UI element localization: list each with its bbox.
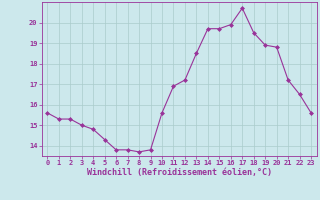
X-axis label: Windchill (Refroidissement éolien,°C): Windchill (Refroidissement éolien,°C) [87, 168, 272, 177]
